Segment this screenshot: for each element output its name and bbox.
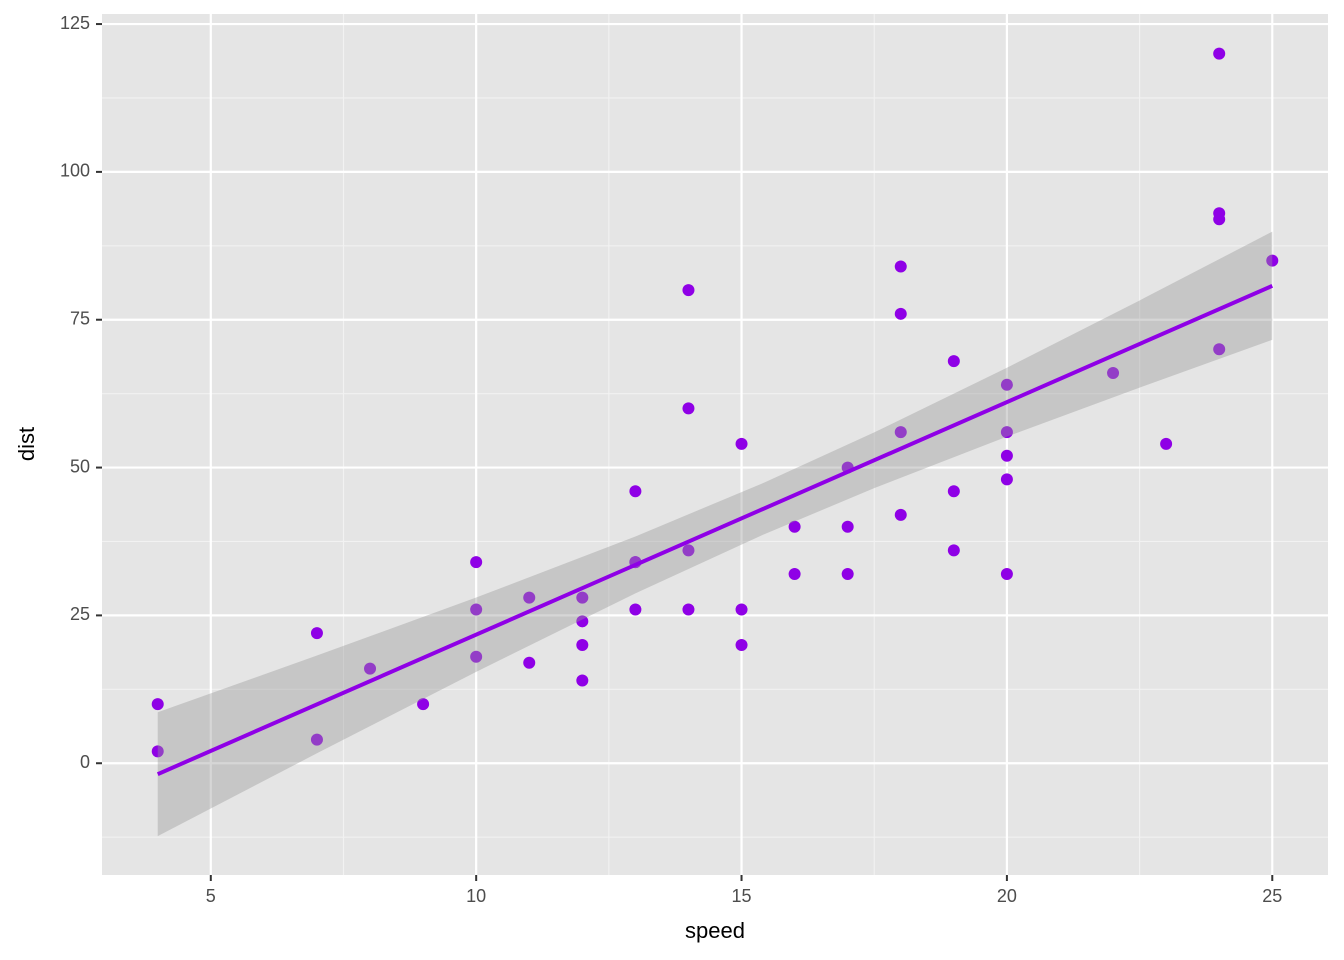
point <box>682 544 695 557</box>
point <box>682 402 695 415</box>
point <box>735 603 748 616</box>
point <box>894 508 907 521</box>
point <box>470 556 483 569</box>
point <box>1213 207 1226 220</box>
point <box>894 426 907 439</box>
point <box>470 603 483 616</box>
point <box>947 544 960 557</box>
x-tick-label: 5 <box>206 886 216 906</box>
point <box>417 698 430 711</box>
point <box>629 485 642 498</box>
x-axis-title: speed <box>685 918 745 943</box>
x-tick-label: 15 <box>732 886 752 906</box>
point <box>894 260 907 273</box>
y-tick-label: 50 <box>70 456 90 476</box>
point <box>947 485 960 498</box>
point <box>576 674 589 687</box>
point <box>364 662 377 675</box>
fit-line <box>156 284 1274 777</box>
point <box>151 745 164 758</box>
point <box>1000 449 1013 462</box>
point <box>523 591 536 604</box>
y-tick-label: 75 <box>70 308 90 328</box>
point <box>1000 473 1013 486</box>
x-tick-label: 20 <box>997 886 1017 906</box>
point <box>894 307 907 320</box>
y-tick-label: 25 <box>70 604 90 624</box>
point <box>788 568 801 581</box>
y-tick-label: 100 <box>60 161 90 181</box>
point <box>682 284 695 297</box>
point <box>841 520 854 533</box>
point <box>1160 437 1173 450</box>
panel <box>102 14 1328 875</box>
point <box>151 698 164 711</box>
y-tick-label: 0 <box>80 752 90 772</box>
point <box>1213 47 1226 60</box>
point <box>576 591 589 604</box>
x-tick-label: 25 <box>1262 886 1282 906</box>
point <box>1266 254 1279 267</box>
point <box>629 603 642 616</box>
y-tick-label: 125 <box>60 13 90 33</box>
point <box>470 650 483 663</box>
point <box>523 656 536 669</box>
point <box>576 638 589 651</box>
point <box>682 603 695 616</box>
point <box>310 627 323 640</box>
point <box>735 437 748 450</box>
point <box>310 733 323 746</box>
point <box>1213 343 1226 356</box>
x-tick-label: 10 <box>466 886 486 906</box>
point <box>788 520 801 533</box>
confidence-band <box>157 231 1273 837</box>
point <box>1000 568 1013 581</box>
point <box>1107 366 1120 379</box>
point <box>735 638 748 651</box>
point <box>1000 426 1013 439</box>
point <box>947 355 960 368</box>
y-axis-title: dist <box>14 427 39 461</box>
point <box>841 568 854 581</box>
point <box>576 615 589 628</box>
point <box>1000 378 1013 391</box>
